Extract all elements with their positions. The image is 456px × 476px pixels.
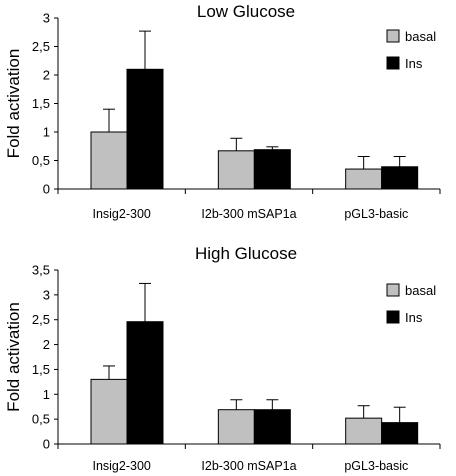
y-tick-label: 1 (43, 125, 50, 140)
bar-basal (217, 150, 255, 190)
y-tick-label: 2 (43, 68, 50, 83)
legend-label-ins: Ins (405, 56, 423, 71)
legend-label-basal: basal (405, 29, 436, 44)
y-tick-label: 1 (43, 387, 50, 402)
bar-ins (126, 68, 164, 190)
bar-ins (381, 166, 419, 190)
bar-ins (253, 149, 291, 190)
legend-swatch-basal (386, 283, 400, 297)
y-tick-label: 3 (43, 287, 50, 302)
legend-swatch-ins (386, 310, 400, 324)
y-tick-label: 0,5 (32, 412, 50, 427)
y-tick-label: 0 (43, 182, 50, 197)
y-tick-label: 3,5 (32, 263, 50, 278)
chart-title: Low Glucose (197, 2, 295, 21)
legend-swatch-basal (386, 29, 400, 43)
legend-label-ins: Ins (405, 310, 423, 325)
bar-ins (126, 321, 164, 445)
bar-ins (381, 422, 419, 445)
x-tick-label: Insig2-300 (92, 459, 150, 473)
y-axis-label: Fold activation (4, 302, 23, 412)
bar-basal (345, 168, 383, 190)
chart-title: High Glucose (195, 244, 297, 263)
x-tick-label: I2b-300 mSAP1a (201, 459, 296, 473)
y-tick-label: 0,5 (32, 153, 50, 168)
y-tick-label: 2,5 (32, 312, 50, 327)
legend-swatch-ins (386, 56, 400, 70)
y-tick-label: 3 (43, 11, 50, 26)
bar-basal (345, 417, 383, 445)
x-tick-label: pGL3-basic (344, 207, 408, 221)
bar-basal (217, 409, 255, 445)
y-axis-label: Fold activation (4, 49, 23, 159)
y-tick-label: 0 (43, 437, 50, 452)
x-tick-label: Insig2-300 (92, 207, 150, 221)
x-tick-label: I2b-300 mSAP1a (201, 207, 296, 221)
legend-label-basal: basal (405, 283, 436, 298)
y-tick-label: 2 (43, 337, 50, 352)
bar-basal (90, 131, 128, 190)
y-tick-label: 2,5 (32, 39, 50, 54)
bar-ins (253, 409, 291, 445)
y-tick-label: 1,5 (32, 362, 50, 377)
x-tick-label: pGL3-basic (344, 459, 408, 473)
bar-basal (90, 378, 128, 445)
y-tick-label: 1,5 (32, 96, 50, 111)
